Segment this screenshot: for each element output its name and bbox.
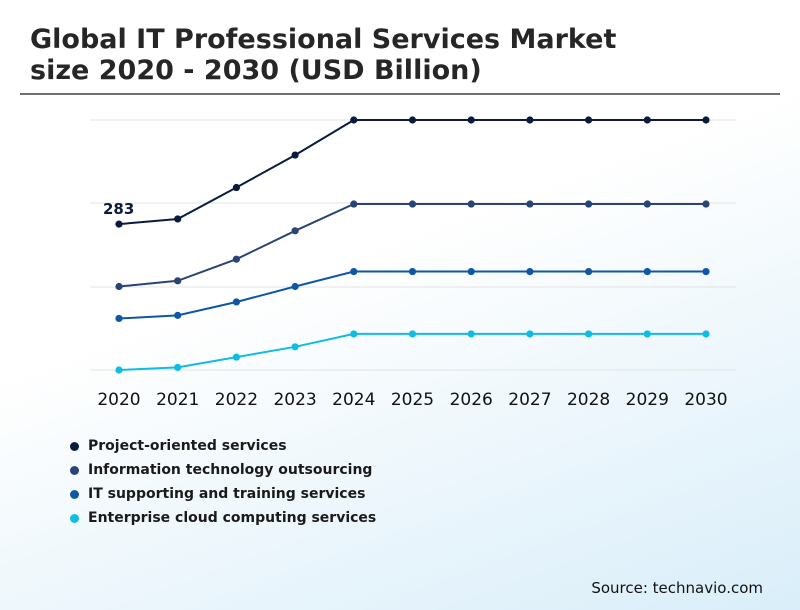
data-point-s2-2025 [408, 200, 417, 208]
data-point-s3-2022 [232, 298, 240, 306]
source-credit: Source: technavio.com [591, 579, 763, 597]
data-point-s2-2030 [702, 200, 710, 208]
data-point-s4-2023 [291, 343, 299, 351]
legend-label: Project-oriented services [88, 438, 287, 454]
chart-title-line-1: Global IT Professional Services Market [30, 24, 617, 55]
data-point-s1-2026 [467, 116, 475, 124]
data-point-s3-2024 [350, 267, 358, 276]
x-tick-label-2030: 2030 [684, 390, 727, 410]
legend-item-2: Information technology outsourcing [70, 458, 376, 482]
legend-label: Information technology outsourcing [88, 462, 373, 478]
data-point-s1-2023 [291, 151, 299, 159]
data-point-s4-2025 [408, 330, 417, 338]
x-tick-label-2027: 2027 [508, 390, 551, 410]
series-line-1 [118, 119, 706, 226]
data-point-s2-2024 [350, 200, 358, 208]
data-point-s2-2026 [467, 200, 475, 208]
data-point-s1-2029 [643, 116, 651, 124]
x-tick-label-2022: 2022 [215, 390, 258, 410]
data-point-s1-2025 [408, 116, 417, 124]
legend-item-3: IT supporting and training services [70, 482, 376, 506]
data-point-s4-2029 [643, 330, 651, 338]
data-point-s2-2021 [174, 277, 182, 285]
legend-marker-icon [70, 441, 79, 451]
data-point-s2-2029 [643, 200, 651, 208]
data-point-s2-2023 [291, 227, 299, 235]
chart-legend: Project-oriented services Information tec… [70, 434, 376, 530]
data-point-s3-2026 [467, 267, 475, 276]
data-point-s3-2025 [408, 267, 417, 276]
data-point-s4-2030 [702, 330, 710, 338]
line-chart: 2020 2021 2022 2023 2024 2025 2026 2027 2028 2029… [90, 116, 736, 410]
data-point-s3-2023 [291, 282, 299, 291]
x-tick-label-2026: 2026 [450, 390, 493, 410]
data-point-s3-2020 [115, 314, 123, 323]
data-point-s2-2022 [232, 255, 240, 263]
data-point-s4-2022 [232, 353, 240, 361]
chart-title-line-2: size 2020 - 2030 (USD Billion) [30, 55, 482, 86]
data-point-s4-2028 [585, 330, 593, 338]
data-point-s4-2024 [350, 330, 358, 338]
data-point-s3-2029 [643, 267, 651, 276]
legend-marker-icon [70, 513, 79, 523]
data-point-s1-2021 [174, 215, 182, 223]
data-point-s1-2028 [585, 116, 593, 124]
data-point-s3-2030 [702, 267, 710, 276]
data-point-s4-2020 [115, 366, 123, 374]
data-point-s4-2027 [526, 330, 534, 338]
x-tick-label-2025: 2025 [391, 390, 434, 410]
data-point-s2-2028 [585, 200, 593, 208]
chart-title: Global IT Professional Services Market s… [30, 24, 616, 86]
legend-marker-icon [70, 489, 79, 499]
legend-label: IT supporting and training services [88, 486, 366, 502]
data-point-s4-2026 [467, 330, 475, 338]
data-point-s3-2028 [585, 267, 593, 276]
data-point-s1-2022 [232, 183, 240, 192]
legend-marker-icon [70, 465, 79, 475]
data-point-s1-2027 [526, 116, 534, 124]
legend-label: Enterprise cloud computing services [88, 510, 377, 526]
data-point-s2-2020 [115, 282, 123, 291]
data-label-1: 283 [103, 200, 134, 218]
x-tick-label-2029: 2029 [626, 390, 669, 410]
data-point-s1-2024 [350, 116, 358, 124]
series-line-3 [118, 270, 706, 320]
legend-item-4: Enterprise cloud computing services [70, 506, 376, 530]
x-tick-label-2023: 2023 [273, 390, 316, 410]
data-point-s3-2021 [174, 311, 182, 319]
title-divider [20, 93, 780, 95]
data-point-s4-2021 [174, 363, 182, 372]
x-tick-label-2020: 2020 [97, 390, 140, 410]
data-point-s2-2027 [526, 200, 534, 208]
x-tick-label-2021: 2021 [156, 390, 199, 410]
data-point-s1-2020 [115, 220, 123, 228]
data-point-s3-2027 [526, 267, 534, 276]
x-tick-label-2028: 2028 [567, 390, 610, 410]
legend-item-1: Project-oriented services [70, 434, 376, 458]
x-tick-label-2024: 2024 [332, 390, 375, 410]
data-point-s1-2030 [702, 116, 710, 124]
series-line-4 [118, 332, 706, 371]
